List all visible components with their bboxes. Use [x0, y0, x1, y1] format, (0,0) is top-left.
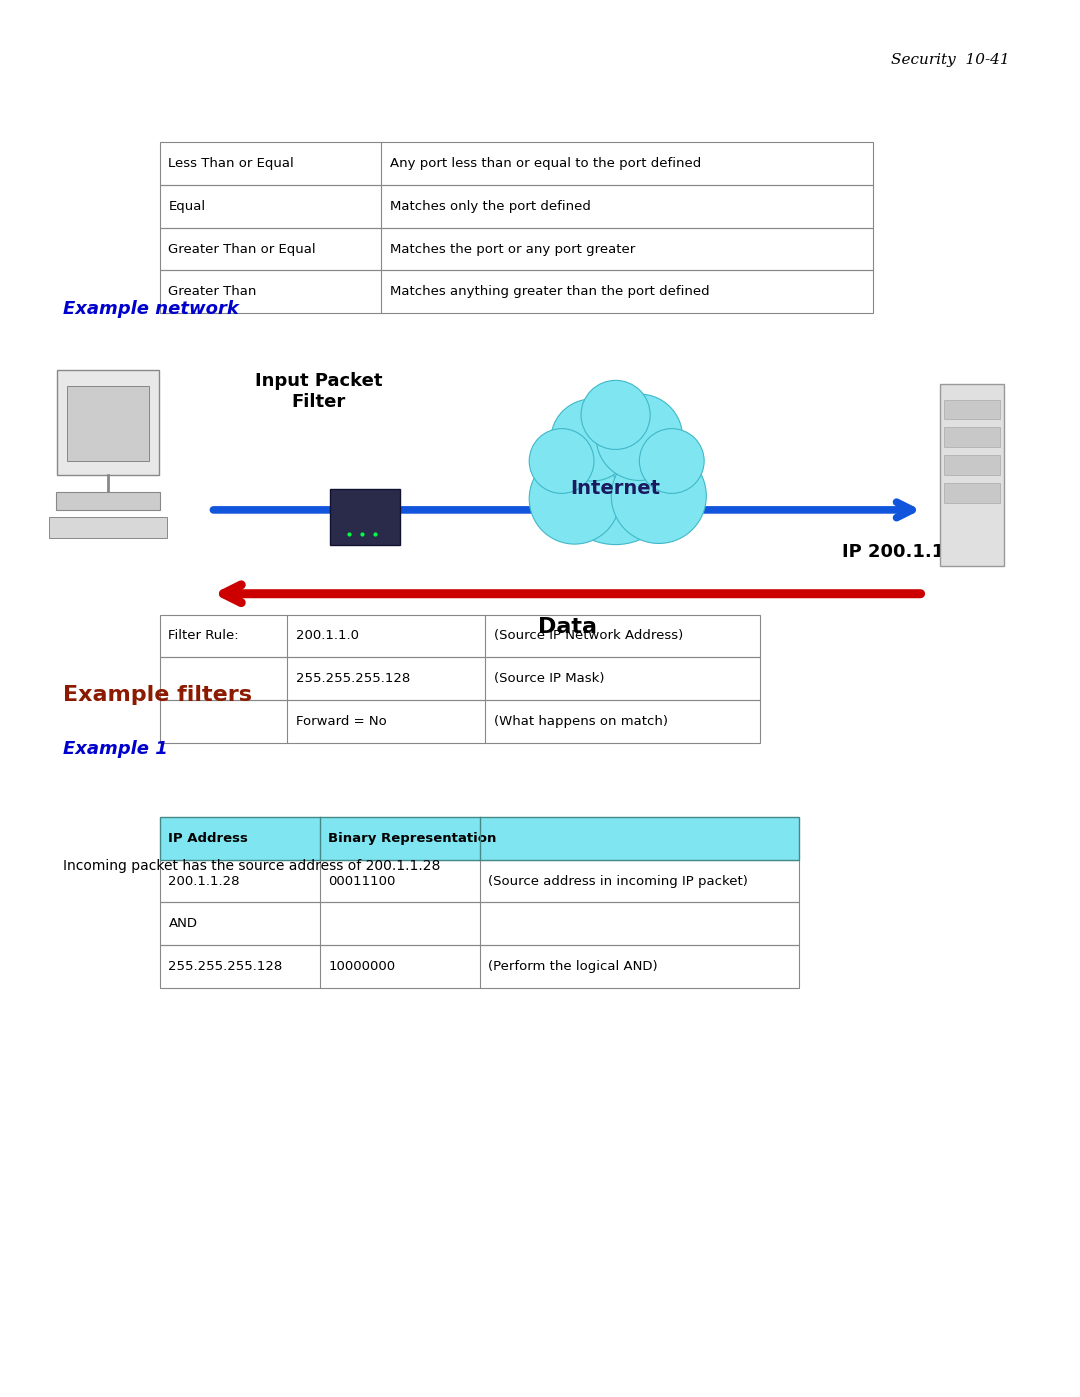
- Text: 255.255.255.128: 255.255.255.128: [168, 960, 283, 972]
- Bar: [330, 489, 400, 545]
- Text: IP 200.1.1.??: IP 200.1.1.??: [842, 543, 972, 560]
- Bar: [944, 483, 1000, 503]
- Text: Incoming packet has the source address of 200.1.1.28: Incoming packet has the source address o…: [63, 859, 440, 873]
- Text: Greater Than or Equal: Greater Than or Equal: [168, 243, 316, 256]
- Ellipse shape: [596, 394, 683, 481]
- Bar: [160, 817, 799, 861]
- Bar: [160, 861, 799, 902]
- Text: (Source IP Mask): (Source IP Mask): [494, 672, 604, 685]
- Text: Matches only the port defined: Matches only the port defined: [390, 200, 591, 212]
- Bar: [160, 700, 760, 743]
- Text: (Source IP Network Address): (Source IP Network Address): [494, 630, 683, 643]
- Bar: [944, 400, 1000, 419]
- Bar: [160, 142, 873, 186]
- Ellipse shape: [529, 429, 594, 493]
- Bar: [160, 615, 760, 657]
- Bar: [940, 384, 1004, 566]
- Text: (Source address in incoming IP packet): (Source address in incoming IP packet): [488, 875, 748, 887]
- Text: Greater Than: Greater Than: [168, 285, 257, 298]
- Ellipse shape: [581, 380, 650, 450]
- Text: (Perform the logical AND): (Perform the logical AND): [488, 960, 658, 972]
- Ellipse shape: [553, 419, 678, 545]
- Text: Internet: Internet: [570, 479, 661, 499]
- Bar: [944, 427, 1000, 447]
- Bar: [160, 270, 873, 313]
- Text: 00011100: 00011100: [328, 875, 395, 887]
- Text: Example 1: Example 1: [63, 740, 167, 759]
- Text: Input Packet
Filter: Input Packet Filter: [255, 372, 382, 411]
- Bar: [160, 228, 873, 271]
- Ellipse shape: [639, 429, 704, 493]
- Text: 10000000: 10000000: [328, 960, 395, 972]
- Text: 255.255.255.128: 255.255.255.128: [296, 672, 410, 685]
- Bar: [160, 902, 799, 944]
- Bar: [57, 370, 160, 475]
- Text: Less Than or Equal: Less Than or Equal: [168, 158, 294, 170]
- Bar: [49, 517, 167, 538]
- Bar: [67, 386, 149, 461]
- Text: 200.1.1.0: 200.1.1.0: [296, 630, 359, 643]
- Text: Security  10-41: Security 10-41: [891, 53, 1010, 67]
- Text: Forward = No: Forward = No: [296, 715, 387, 728]
- Text: 200.1.1.28: 200.1.1.28: [168, 875, 240, 887]
- Text: Matches anything greater than the port defined: Matches anything greater than the port d…: [390, 285, 710, 298]
- Bar: [56, 492, 160, 510]
- Ellipse shape: [529, 454, 620, 543]
- Text: Equal: Equal: [168, 200, 205, 212]
- Text: (What happens on match): (What happens on match): [494, 715, 667, 728]
- Text: Matches the port or any port greater: Matches the port or any port greater: [390, 243, 635, 256]
- Text: Example network: Example network: [63, 300, 239, 319]
- Ellipse shape: [611, 448, 706, 543]
- Text: Filter Rule:: Filter Rule:: [168, 630, 239, 643]
- Bar: [160, 946, 799, 988]
- Text: AND: AND: [168, 918, 198, 930]
- Ellipse shape: [551, 400, 633, 481]
- Bar: [160, 657, 760, 700]
- Bar: [944, 455, 1000, 475]
- Text: Example filters: Example filters: [63, 685, 252, 704]
- Text: Data: Data: [538, 617, 596, 637]
- Text: IP Address: IP Address: [168, 833, 248, 845]
- Text: Binary Representation: Binary Representation: [328, 833, 497, 845]
- Bar: [160, 184, 873, 228]
- Text: Any port less than or equal to the port defined: Any port less than or equal to the port …: [390, 158, 701, 170]
